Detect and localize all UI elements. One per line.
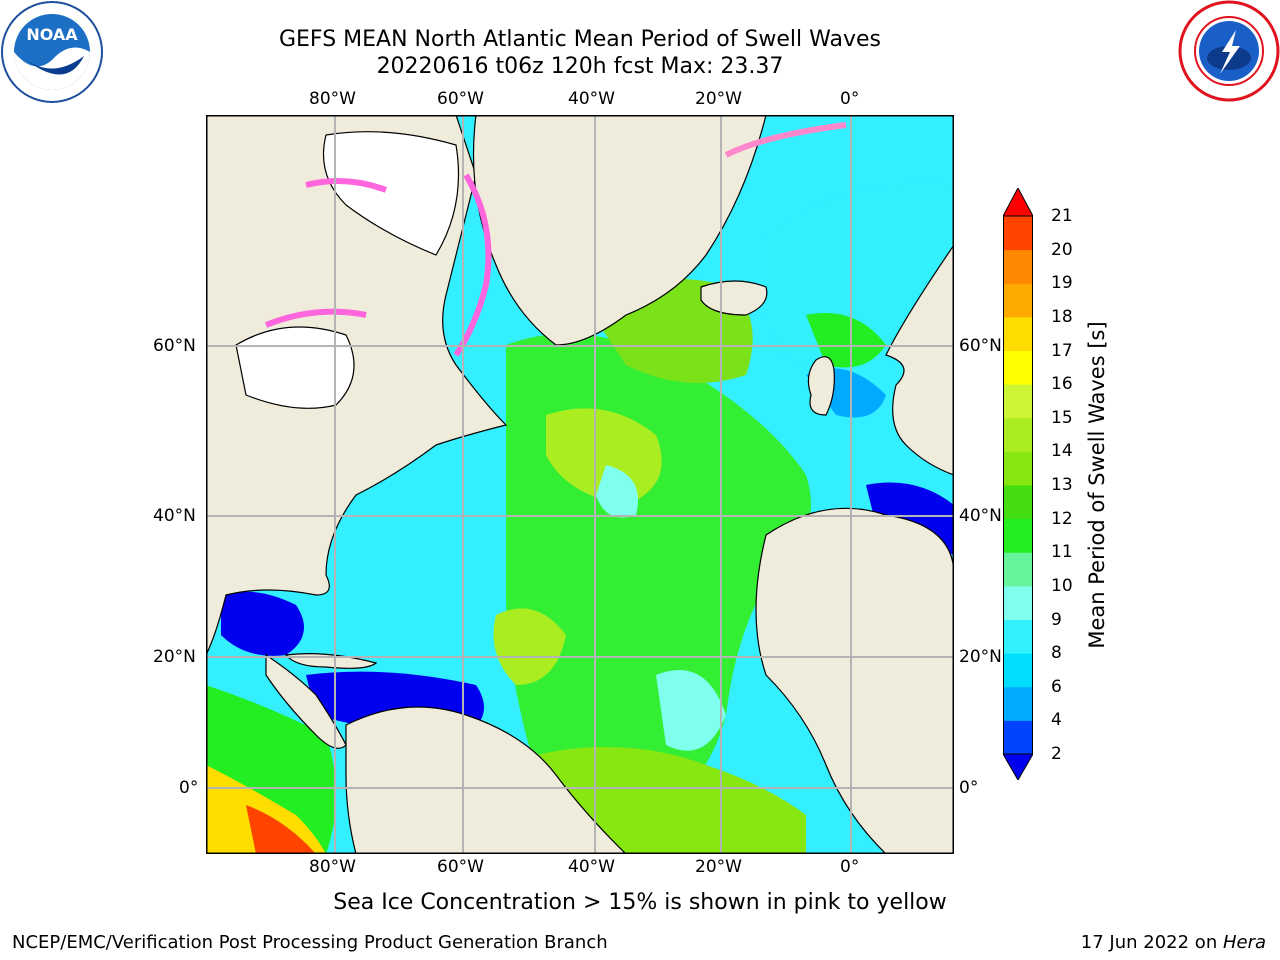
sea-ice-note: Sea Ice Concentration > 15% is shown in … bbox=[333, 890, 947, 915]
land bbox=[206, 115, 954, 854]
lon-label-bottom: 40°W bbox=[568, 857, 615, 877]
colorbar-segment bbox=[1003, 720, 1033, 755]
map-area bbox=[206, 115, 954, 854]
colorbar-segment bbox=[1003, 283, 1033, 318]
colorbar-segment bbox=[1003, 518, 1033, 553]
noaa-logo: NOAA bbox=[1, 1, 103, 103]
lon-label-top: 0° bbox=[840, 89, 860, 109]
colorbar-title: Mean Period of Swell Waves [s] bbox=[1085, 321, 1109, 649]
colorbar-tick-label: 15 bbox=[1051, 407, 1073, 428]
lon-label-top: 20°W bbox=[695, 89, 742, 109]
colorbar-segment bbox=[1003, 653, 1033, 688]
footer-date-text: 17 Jun 2022 on bbox=[1080, 932, 1223, 953]
colorbar-tick-label: 13 bbox=[1051, 475, 1073, 495]
footer-credit: NCEP/EMC/Verification Post Processing Pr… bbox=[12, 932, 608, 953]
colorbar-under-tip bbox=[1003, 753, 1033, 780]
colorbar-segment bbox=[1003, 451, 1033, 486]
colorbar-segment bbox=[1003, 619, 1033, 654]
colorbar-segment bbox=[1003, 552, 1033, 587]
colorbar-tick-label: 12 bbox=[1051, 508, 1073, 529]
colorbar-tick-label: 19 bbox=[1051, 273, 1073, 294]
colorbar bbox=[1003, 188, 1033, 780]
colorbar-tick-label: 8 bbox=[1051, 643, 1062, 664]
colorbar-tick-label: 9 bbox=[1051, 609, 1062, 630]
colorbar-segment bbox=[1003, 350, 1033, 385]
sea-ice-overlay bbox=[264, 122, 847, 357]
colorbar-segment bbox=[1003, 585, 1033, 620]
colorbar-segment bbox=[1003, 417, 1033, 452]
colorbar-tick-label: 6 bbox=[1051, 676, 1062, 697]
lat-label-right: 0° bbox=[959, 778, 979, 798]
footer-date: 17 Jun 2022 on Hera bbox=[1081, 932, 1266, 953]
colorbar-tick-label: 10 bbox=[1051, 575, 1073, 596]
lat-label-left: 40°N bbox=[153, 506, 196, 526]
chart-title: GEFS MEAN North Atlantic Mean Period of … bbox=[278, 27, 881, 52]
lat-label-left: 0° bbox=[179, 778, 199, 798]
gridlines bbox=[206, 115, 954, 854]
lon-label-top: 80°W bbox=[309, 89, 356, 109]
colorbar-tick-label: 21 bbox=[1051, 206, 1073, 226]
colorbar-tick-label: 2 bbox=[1051, 744, 1062, 764]
lon-label-top: 60°W bbox=[437, 89, 484, 109]
footer-host: Hera bbox=[1222, 932, 1266, 953]
lat-label-right: 20°N bbox=[959, 647, 1002, 667]
lon-label-bottom: 60°W bbox=[437, 857, 484, 877]
colorbar-over-tip bbox=[1003, 188, 1033, 217]
lat-label-left: 60°N bbox=[153, 336, 196, 356]
lon-label-bottom: 80°W bbox=[309, 857, 356, 877]
colorbar-segment bbox=[1003, 384, 1033, 419]
lat-label-left: 20°N bbox=[153, 647, 196, 667]
colorbar-tick-label: 18 bbox=[1051, 306, 1073, 327]
colorbar-tick-label: 11 bbox=[1051, 542, 1073, 563]
noaa-logo-text: NOAA bbox=[26, 25, 78, 44]
lon-label-bottom: 0° bbox=[840, 857, 860, 877]
colorbar-tick-label: 4 bbox=[1051, 710, 1062, 731]
colorbar-segment bbox=[1003, 485, 1033, 520]
colorbar-frame bbox=[1003, 215, 1033, 755]
colorbar-segment bbox=[1003, 216, 1033, 251]
colorbar-tick-label: 20 bbox=[1051, 239, 1073, 260]
colorbar-segment bbox=[1003, 249, 1033, 284]
colorbar-tick-label: 17 bbox=[1051, 340, 1073, 361]
colorbar-tick-label: 14 bbox=[1051, 441, 1073, 462]
lat-label-right: 60°N bbox=[959, 336, 1002, 356]
colorbar-tick-label: 16 bbox=[1051, 374, 1073, 395]
colorbar-segment bbox=[1003, 686, 1033, 721]
chart-subtitle: 20220616 t06z 120h fcst Max: 23.37 bbox=[376, 54, 784, 79]
lon-label-bottom: 20°W bbox=[695, 857, 742, 877]
lat-label-right: 40°N bbox=[959, 506, 1002, 526]
national-weather-service-logo bbox=[1178, 0, 1280, 102]
map-frame bbox=[206, 115, 954, 854]
colorbar-segment bbox=[1003, 316, 1033, 351]
lon-label-top: 40°W bbox=[568, 89, 615, 109]
